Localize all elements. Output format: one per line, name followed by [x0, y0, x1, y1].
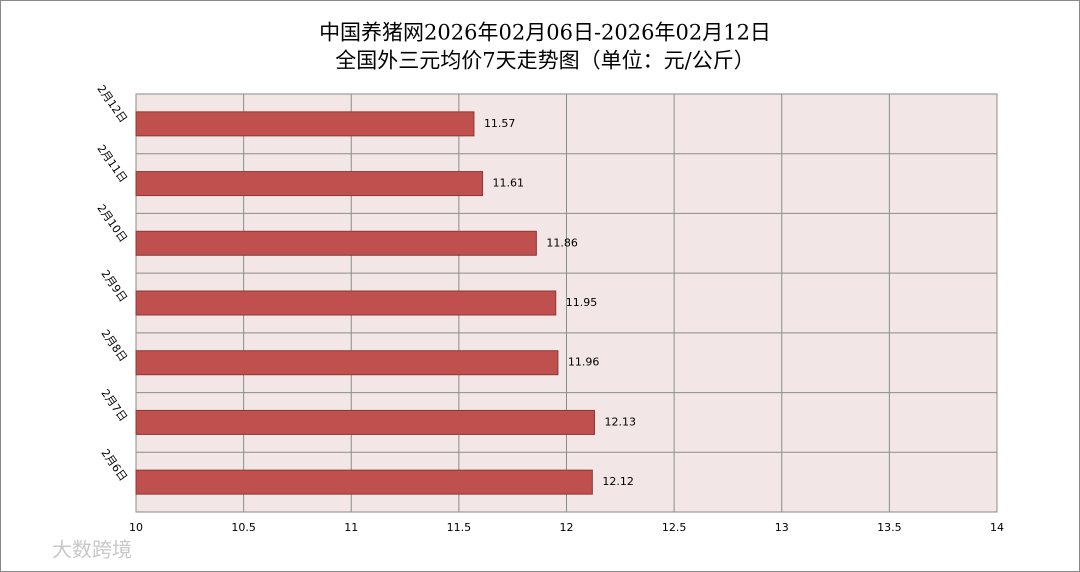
bar: [135, 469, 593, 495]
bar: [135, 350, 559, 376]
watermark: 大数跨境: [52, 538, 132, 562]
x-tick-label: 12: [560, 521, 574, 534]
x-tick-label: 13.5: [877, 521, 902, 534]
value-label: 11.96: [568, 356, 600, 369]
value-label: 11.61: [493, 177, 525, 190]
bar: [135, 111, 475, 137]
value-label: 12.12: [602, 475, 634, 488]
x-tick-label: 11.5: [447, 521, 472, 534]
x-tick-label: 11: [344, 521, 358, 534]
bar: [135, 230, 537, 256]
x-tick-label: 14: [990, 521, 1004, 534]
x-tick-label: 10: [129, 521, 143, 534]
x-tick-label: 10.5: [231, 521, 256, 534]
bar: [135, 409, 595, 435]
bar: [135, 171, 484, 197]
value-label: 12.13: [604, 415, 636, 428]
x-tick-label: 13: [775, 521, 789, 534]
value-label: 11.95: [566, 296, 598, 309]
x-tick-label: 12.5: [662, 521, 687, 534]
bar: [135, 290, 557, 316]
chart-subtitle: 全国外三元均价7天走势图（单位：元/公斤）: [335, 49, 754, 73]
chart-title: 中国养猪网2026年02月06日-2026年02月12日: [319, 21, 771, 45]
value-label: 11.86: [546, 236, 578, 249]
value-label: 11.57: [484, 117, 516, 130]
